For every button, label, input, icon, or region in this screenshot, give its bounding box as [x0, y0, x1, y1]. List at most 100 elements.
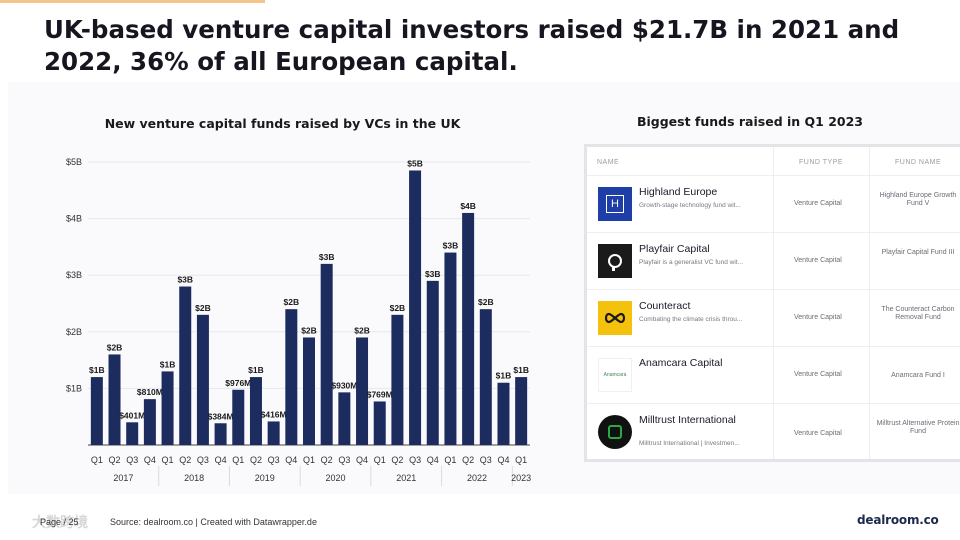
x-tick-label: Q4: [427, 455, 439, 465]
fund-description: Combating the climate crisis throu...: [639, 316, 743, 323]
bar-value-label: $930M: [331, 380, 357, 390]
bar-value-label: $2B: [354, 325, 370, 335]
x-tick-label: Q2: [462, 455, 474, 465]
x-tick-label: Q4: [215, 455, 227, 465]
bar-value-label: $3B: [443, 241, 459, 251]
bar-value-label: $401M: [119, 410, 145, 420]
anamcara-logo: Anamcara: [598, 358, 632, 392]
fund-investor-name[interactable]: Counteract: [639, 300, 691, 312]
y-tick-label: $1B: [66, 383, 82, 393]
bar-value-label: $2B: [195, 303, 211, 313]
bar: [426, 280, 439, 445]
fund-name: Highland Europe Growth Fund V: [879, 192, 957, 207]
header-fund-name: FUND NAME: [895, 159, 942, 166]
bar: [285, 309, 298, 445]
bar-value-label: $1B: [160, 359, 176, 369]
funds-panel-title: Biggest funds raised in Q1 2023: [636, 114, 864, 129]
x-tick-label: Q1: [162, 455, 174, 465]
funds-table: NAME FUND TYPE FUND NAME H Highland Euro…: [584, 144, 960, 462]
fund-investor-name[interactable]: Playfair Capital: [639, 243, 710, 255]
milltrust-logo: [598, 415, 632, 449]
fund-name: Milltrust Alternative Protein Fund: [876, 420, 960, 435]
bar: [303, 337, 315, 445]
x-tick-label: Q2: [109, 455, 121, 465]
x-tick-label: Q2: [321, 455, 333, 465]
year-label: 2018: [184, 473, 204, 483]
bar-value-label: $976M: [225, 378, 251, 388]
x-tick-label: Q2: [179, 455, 191, 465]
fund-type: Venture Capital: [794, 314, 842, 321]
table-row[interactable]: H Highland Europe Growth-stage technolog…: [587, 175, 960, 233]
highland-europe-logo: H: [598, 187, 632, 221]
x-tick-label: Q3: [409, 455, 421, 465]
fund-investor-name[interactable]: Anamcara Capital: [639, 357, 723, 369]
bar-value-label: $416M: [261, 409, 287, 419]
fund-description: Growth-stage technology fund wit...: [639, 202, 741, 209]
year-label: 2019: [255, 473, 275, 483]
anamcara-logo-text: Anamcara: [603, 372, 627, 378]
bar: [90, 377, 103, 445]
y-tick-label: $4B: [66, 214, 82, 224]
table-row[interactable]: Milltrust International Milltrust Intern…: [587, 403, 960, 463]
bar: [108, 354, 121, 445]
x-tick-label: Q1: [444, 455, 456, 465]
source-note: Source: dealroom.co | Created with Dataw…: [110, 517, 317, 527]
top-accent-bar: [0, 0, 265, 3]
slide-title: UK-based venture capital investors raise…: [44, 15, 900, 76]
bar-value-label: $2B: [301, 325, 317, 335]
column-divider: [773, 147, 774, 459]
bar: [179, 286, 192, 445]
bar-value-label: $769M: [367, 389, 393, 399]
bar-value-label: $1B: [513, 365, 529, 375]
table-row[interactable]: Anamcara Anamcara Capital Venture Capita…: [587, 346, 960, 404]
bar-value-label: $810M: [137, 387, 163, 397]
bar: [267, 421, 280, 445]
x-tick-label: Q3: [197, 455, 209, 465]
x-tick-label: Q3: [268, 455, 280, 465]
y-tick-label: $5B: [66, 157, 82, 167]
page-number: Page / 25: [40, 517, 79, 527]
bar: [356, 337, 369, 445]
bar-value-label: $384M: [208, 411, 234, 421]
y-tick-label: $2B: [66, 327, 82, 337]
x-tick-label: Q4: [285, 455, 297, 465]
bar-value-label: $2B: [107, 342, 123, 352]
year-label: 2023: [511, 473, 531, 483]
bar: [249, 377, 262, 445]
bar: [391, 314, 404, 445]
x-tick-label: Q1: [515, 455, 527, 465]
bar-value-label: $2B: [478, 297, 494, 307]
counteract-logo: [598, 301, 632, 335]
x-tick-label: Q3: [126, 455, 138, 465]
bar-value-label: $3B: [319, 252, 335, 262]
fund-description: Milltrust International | Investmen...: [639, 440, 740, 447]
bar: [462, 212, 475, 445]
y-tick-label: $3B: [66, 270, 82, 280]
x-tick-label: Q1: [91, 455, 103, 465]
column-divider: [869, 147, 870, 459]
x-tick-label: Q4: [144, 455, 156, 465]
bar: [479, 309, 492, 445]
fund-type: Venture Capital: [794, 257, 842, 264]
bar: [338, 392, 351, 445]
bar-value-label: $2B: [390, 303, 406, 313]
x-tick-label: Q1: [232, 455, 244, 465]
year-label: 2021: [396, 473, 416, 483]
bar: [320, 263, 333, 445]
bar: [214, 423, 227, 445]
bar-value-label: $2B: [284, 297, 300, 307]
bar: [126, 422, 139, 445]
bar-value-label: $5B: [407, 158, 423, 168]
table-row[interactable]: Playfair Capital Playfair is a generalis…: [587, 232, 960, 290]
fund-type: Venture Capital: [794, 200, 842, 207]
fund-investor-name[interactable]: Milltrust International: [639, 414, 736, 426]
fund-investor-name[interactable]: Highland Europe: [639, 186, 718, 198]
bar-value-label: $3B: [177, 275, 193, 285]
fund-type: Venture Capital: [794, 430, 842, 437]
bar-value-label: $4B: [460, 201, 476, 211]
bar: [409, 170, 422, 446]
fund-type: Venture Capital: [794, 371, 842, 378]
bar: [515, 377, 528, 445]
table-row[interactable]: Counteract Combating the climate crisis …: [587, 289, 960, 347]
x-tick-label: Q2: [250, 455, 262, 465]
